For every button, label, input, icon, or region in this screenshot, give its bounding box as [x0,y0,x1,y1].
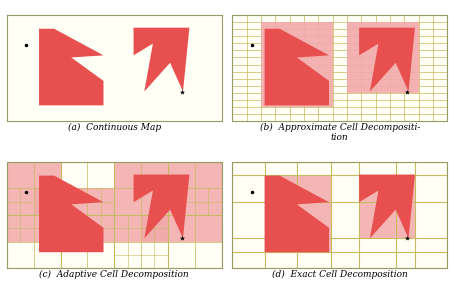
Polygon shape [265,176,329,252]
Bar [114,188,168,215]
Bar [168,215,222,242]
Bar [265,175,331,252]
Bar [114,215,168,242]
Polygon shape [133,175,189,238]
Bar [347,22,419,93]
Text: (d)  Exact Cell Decomposition: (d) Exact Cell Decomposition [272,270,408,279]
Bar [7,215,60,242]
Polygon shape [133,28,189,91]
Bar [7,162,60,215]
Bar [168,162,222,215]
Polygon shape [39,176,104,252]
Bar [359,175,415,238]
Polygon shape [359,175,415,238]
Text: (c)  Adaptive Cell Decomposition: (c) Adaptive Cell Decomposition [39,270,189,279]
Bar [60,215,114,242]
Text: (a)  Continuous Map: (a) Continuous Map [68,123,161,132]
Text: (b)  Approximate Cell Decompositi-
tion: (b) Approximate Cell Decompositi- tion [260,123,420,142]
Bar [114,162,168,188]
Bar [34,188,60,215]
Bar [60,188,114,215]
Bar [261,22,333,107]
Bar [141,215,168,242]
Polygon shape [39,29,104,105]
Polygon shape [359,28,415,91]
Polygon shape [265,29,329,105]
